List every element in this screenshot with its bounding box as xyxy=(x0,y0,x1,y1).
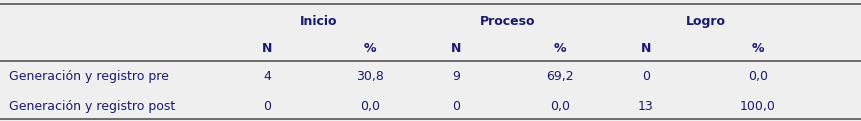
Text: Inicio: Inicio xyxy=(300,15,338,28)
Text: 0,0: 0,0 xyxy=(360,100,381,113)
Text: Generación y registro post: Generación y registro post xyxy=(9,100,175,113)
Text: 9: 9 xyxy=(452,70,461,83)
Text: N: N xyxy=(641,42,651,55)
Text: 100,0: 100,0 xyxy=(740,100,776,113)
Text: 0: 0 xyxy=(452,100,461,113)
Text: %: % xyxy=(752,42,764,55)
Text: N: N xyxy=(451,42,461,55)
Text: 69,2: 69,2 xyxy=(546,70,573,83)
Text: 13: 13 xyxy=(638,100,653,113)
Text: %: % xyxy=(364,42,376,55)
Text: 0: 0 xyxy=(641,70,650,83)
Text: 0,0: 0,0 xyxy=(549,100,570,113)
Text: 30,8: 30,8 xyxy=(356,70,384,83)
Text: Proceso: Proceso xyxy=(480,15,536,28)
Text: Logro: Logro xyxy=(686,15,726,28)
Text: 0,0: 0,0 xyxy=(747,70,768,83)
Text: N: N xyxy=(262,42,272,55)
Text: 4: 4 xyxy=(263,70,271,83)
Text: Generación y registro pre: Generación y registro pre xyxy=(9,70,169,83)
Text: %: % xyxy=(554,42,566,55)
Text: 0: 0 xyxy=(263,100,271,113)
